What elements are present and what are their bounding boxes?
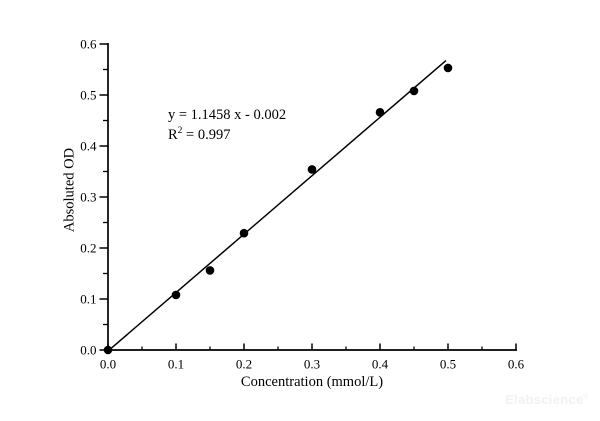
regression-annotation: y = 1.1458 x - 0.002 R2 = 0.997 (168, 105, 286, 145)
x-axis-title: Concentration (mmol/L) (240, 374, 384, 390)
registered-trademark-icon: ® (583, 393, 589, 401)
y-tick-label: 0.3 (80, 190, 96, 205)
x-tick-label: 0.6 (508, 357, 525, 372)
data-point (103, 345, 113, 355)
data-point (375, 108, 385, 117)
data-point (307, 165, 317, 174)
y-tick-label: 0.6 (80, 37, 97, 52)
data-point (205, 266, 215, 275)
r-squared-base: R (168, 127, 178, 143)
y-tick-label: 0.0 (80, 343, 96, 358)
equation-text: y = 1.1458 x - 0.002 (168, 107, 287, 123)
x-tick-label: 0.2 (236, 357, 252, 372)
data-point (443, 63, 453, 73)
y-tick-label: 0.2 (80, 241, 96, 256)
x-tick-label: 0.1 (168, 357, 184, 372)
data-point (239, 228, 249, 238)
x-tick-label: 0.5 (440, 357, 456, 372)
r-squared-value: = 0.997 (182, 127, 231, 143)
y-axis-title: Absoluted OD (61, 147, 78, 233)
watermark-text: Elabscience (505, 392, 584, 407)
x-tick-label: 0.4 (372, 357, 389, 372)
y-tick-label: 0.4 (80, 139, 97, 154)
y-tick-label: 0.5 (80, 88, 96, 103)
x-tick-label: 0.3 (304, 357, 320, 372)
watermark-logo: Elabscience® (505, 392, 589, 407)
y-tick-label: 0.1 (80, 292, 96, 307)
data-point (171, 290, 181, 300)
r-squared-exponent: 2 (177, 126, 183, 137)
x-tick-label: 0.0 (100, 357, 116, 372)
fit-line (108, 60, 447, 351)
data-point (409, 86, 419, 96)
r-squared-text: R2 = 0.997 (168, 125, 286, 145)
